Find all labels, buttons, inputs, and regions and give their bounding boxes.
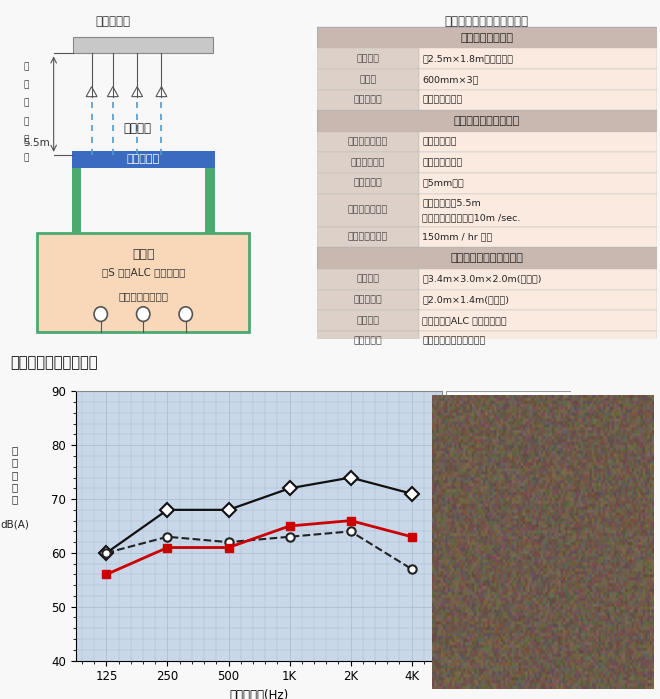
Text: 約2.5m×1.8m（長方形）: 約2.5m×1.8m（長方形） xyxy=(422,55,513,64)
Text: 屋根面から約5.5m: 屋根面から約5.5m xyxy=(422,199,481,208)
Text: 約5mm程度: 約5mm程度 xyxy=(422,179,464,188)
Text: 構　　造: 構 造 xyxy=(356,316,380,325)
Text: 制振鋼板: 制振鋼板 xyxy=(461,505,486,516)
Text: そ　の　他: そ の 他 xyxy=(353,336,382,345)
Text: 加　振　方　法: 加 振 方 法 xyxy=(348,138,388,147)
Bar xyxy=(317,132,419,152)
Text: 軽量鉄骨＋ALC 板（壁、床）: 軽量鉄骨＋ALC 板（壁、床） xyxy=(422,316,507,325)
Bar xyxy=(72,152,215,168)
Polygon shape xyxy=(86,87,97,96)
Text: 屋根試験体: 屋根試験体 xyxy=(127,154,160,164)
Bar xyxy=(419,331,657,352)
Bar xyxy=(317,89,419,110)
Bar xyxy=(419,289,657,310)
Bar xyxy=(419,226,657,247)
Bar xyxy=(37,233,249,333)
Polygon shape xyxy=(132,87,143,96)
Bar xyxy=(317,173,419,194)
Text: 屋根面衝突速度：約10m /sec.: 屋根面衝突速度：約10m /sec. xyxy=(422,213,521,222)
Bar xyxy=(317,152,419,173)
Circle shape xyxy=(179,307,193,322)
Bar xyxy=(73,37,213,54)
Bar xyxy=(419,152,657,173)
Bar xyxy=(317,331,419,352)
Text: 約3.4m×3.0m×2.0m(直方体): 約3.4m×3.0m×2.0m(直方体) xyxy=(422,275,542,284)
Text: 着色亜鉛鋼板: 着色亜鉛鋼板 xyxy=(461,570,498,579)
Text: 屋根開口面: 屋根開口面 xyxy=(353,296,382,304)
Text: 滴: 滴 xyxy=(24,80,29,89)
Text: フォームSD付: フォームSD付 xyxy=(461,410,506,420)
Text: 働き幅: 働き幅 xyxy=(359,75,376,84)
Bar xyxy=(317,110,657,132)
Text: シャワーヘッド: シャワーヘッド xyxy=(422,158,463,167)
Text: 疑似降雨: 疑似降雨 xyxy=(123,122,151,135)
Text: 高: 高 xyxy=(24,136,29,144)
Bar xyxy=(419,89,657,110)
Text: （S 造、ALC 板仕上げ）: （S 造、ALC 板仕上げ） xyxy=(102,268,185,278)
Text: 150mm / hr 以上: 150mm / hr 以上 xyxy=(422,233,492,242)
Bar xyxy=(419,132,657,152)
Text: 5.5m: 5.5m xyxy=(24,138,50,148)
Bar xyxy=(317,69,419,89)
Bar xyxy=(419,69,657,89)
Bar xyxy=(72,168,81,252)
Text: 雨: 雨 xyxy=(24,62,29,71)
Bar xyxy=(419,48,657,69)
Text: 〈概略図〉: 〈概略図〉 xyxy=(95,15,131,28)
Text: 約2.0m×1.4m(長方形): 約2.0m×1.4m(長方形) xyxy=(422,296,509,304)
Bar xyxy=(317,289,419,310)
Text: 屋根試験体の諸元: 屋根試験体の諸元 xyxy=(460,33,513,43)
Text: 寸　　法: 寸 法 xyxy=(356,55,380,64)
Bar xyxy=(317,48,419,69)
Bar xyxy=(317,310,419,331)
Text: 受音室: 受音室 xyxy=(132,247,154,261)
Text: 雨　量　強　度: 雨 量 強 度 xyxy=(348,233,388,242)
Text: 下　地　材: 下 地 材 xyxy=(353,96,382,104)
Bar xyxy=(317,194,419,226)
Text: さ: さ xyxy=(24,154,29,163)
Bar xyxy=(419,173,657,194)
Text: フォームエース: フォームエース xyxy=(422,96,463,104)
Text: 落: 落 xyxy=(24,99,29,108)
Bar xyxy=(317,27,657,48)
Text: 雨　滴　径: 雨 滴 径 xyxy=(353,179,382,188)
Bar xyxy=(317,226,419,247)
Bar xyxy=(205,168,214,252)
Bar xyxy=(419,194,657,226)
Bar xyxy=(419,269,657,289)
Polygon shape xyxy=(156,87,167,96)
Circle shape xyxy=(94,307,108,322)
Bar xyxy=(317,269,419,289)
Text: 人工降雨騒音試験結果: 人工降雨騒音試験結果 xyxy=(10,355,98,370)
Text: 寸　　法: 寸 法 xyxy=(356,275,380,284)
Text: 屋根試験体の加振方法: 屋根試験体の加振方法 xyxy=(453,116,520,126)
Text: 受音マイクロホン: 受音マイクロホン xyxy=(118,291,168,301)
Text: 騒
音
レ
ベ
ル

dB(A): 騒 音 レ ベ ル dB(A) xyxy=(0,445,29,529)
Text: 着色亜鉛鋼板: 着色亜鉛鋼板 xyxy=(461,439,498,449)
X-axis label: 中心周波数(Hz): 中心周波数(Hz) xyxy=(230,689,288,699)
Bar xyxy=(419,310,657,331)
Text: 測定室（受音室）の諸元: 測定室（受音室）の諸元 xyxy=(450,253,523,263)
Text: 雨滴発生装置: 雨滴発生装置 xyxy=(350,158,385,167)
Text: 600mm×3枚: 600mm×3枚 xyxy=(422,75,478,84)
Text: 落　下　高　さ: 落 下 高 さ xyxy=(348,206,388,215)
Bar xyxy=(317,247,657,269)
Text: 下: 下 xyxy=(24,117,29,126)
Polygon shape xyxy=(108,87,118,96)
Circle shape xyxy=(137,307,150,322)
Text: 受音室に音響拡散反射板: 受音室に音響拡散反射板 xyxy=(422,336,485,345)
Text: 〈実験室測定方法の諸元〉: 〈実験室測定方法の諸元〉 xyxy=(445,15,529,28)
Text: 人工降雨加振: 人工降雨加振 xyxy=(422,138,457,147)
